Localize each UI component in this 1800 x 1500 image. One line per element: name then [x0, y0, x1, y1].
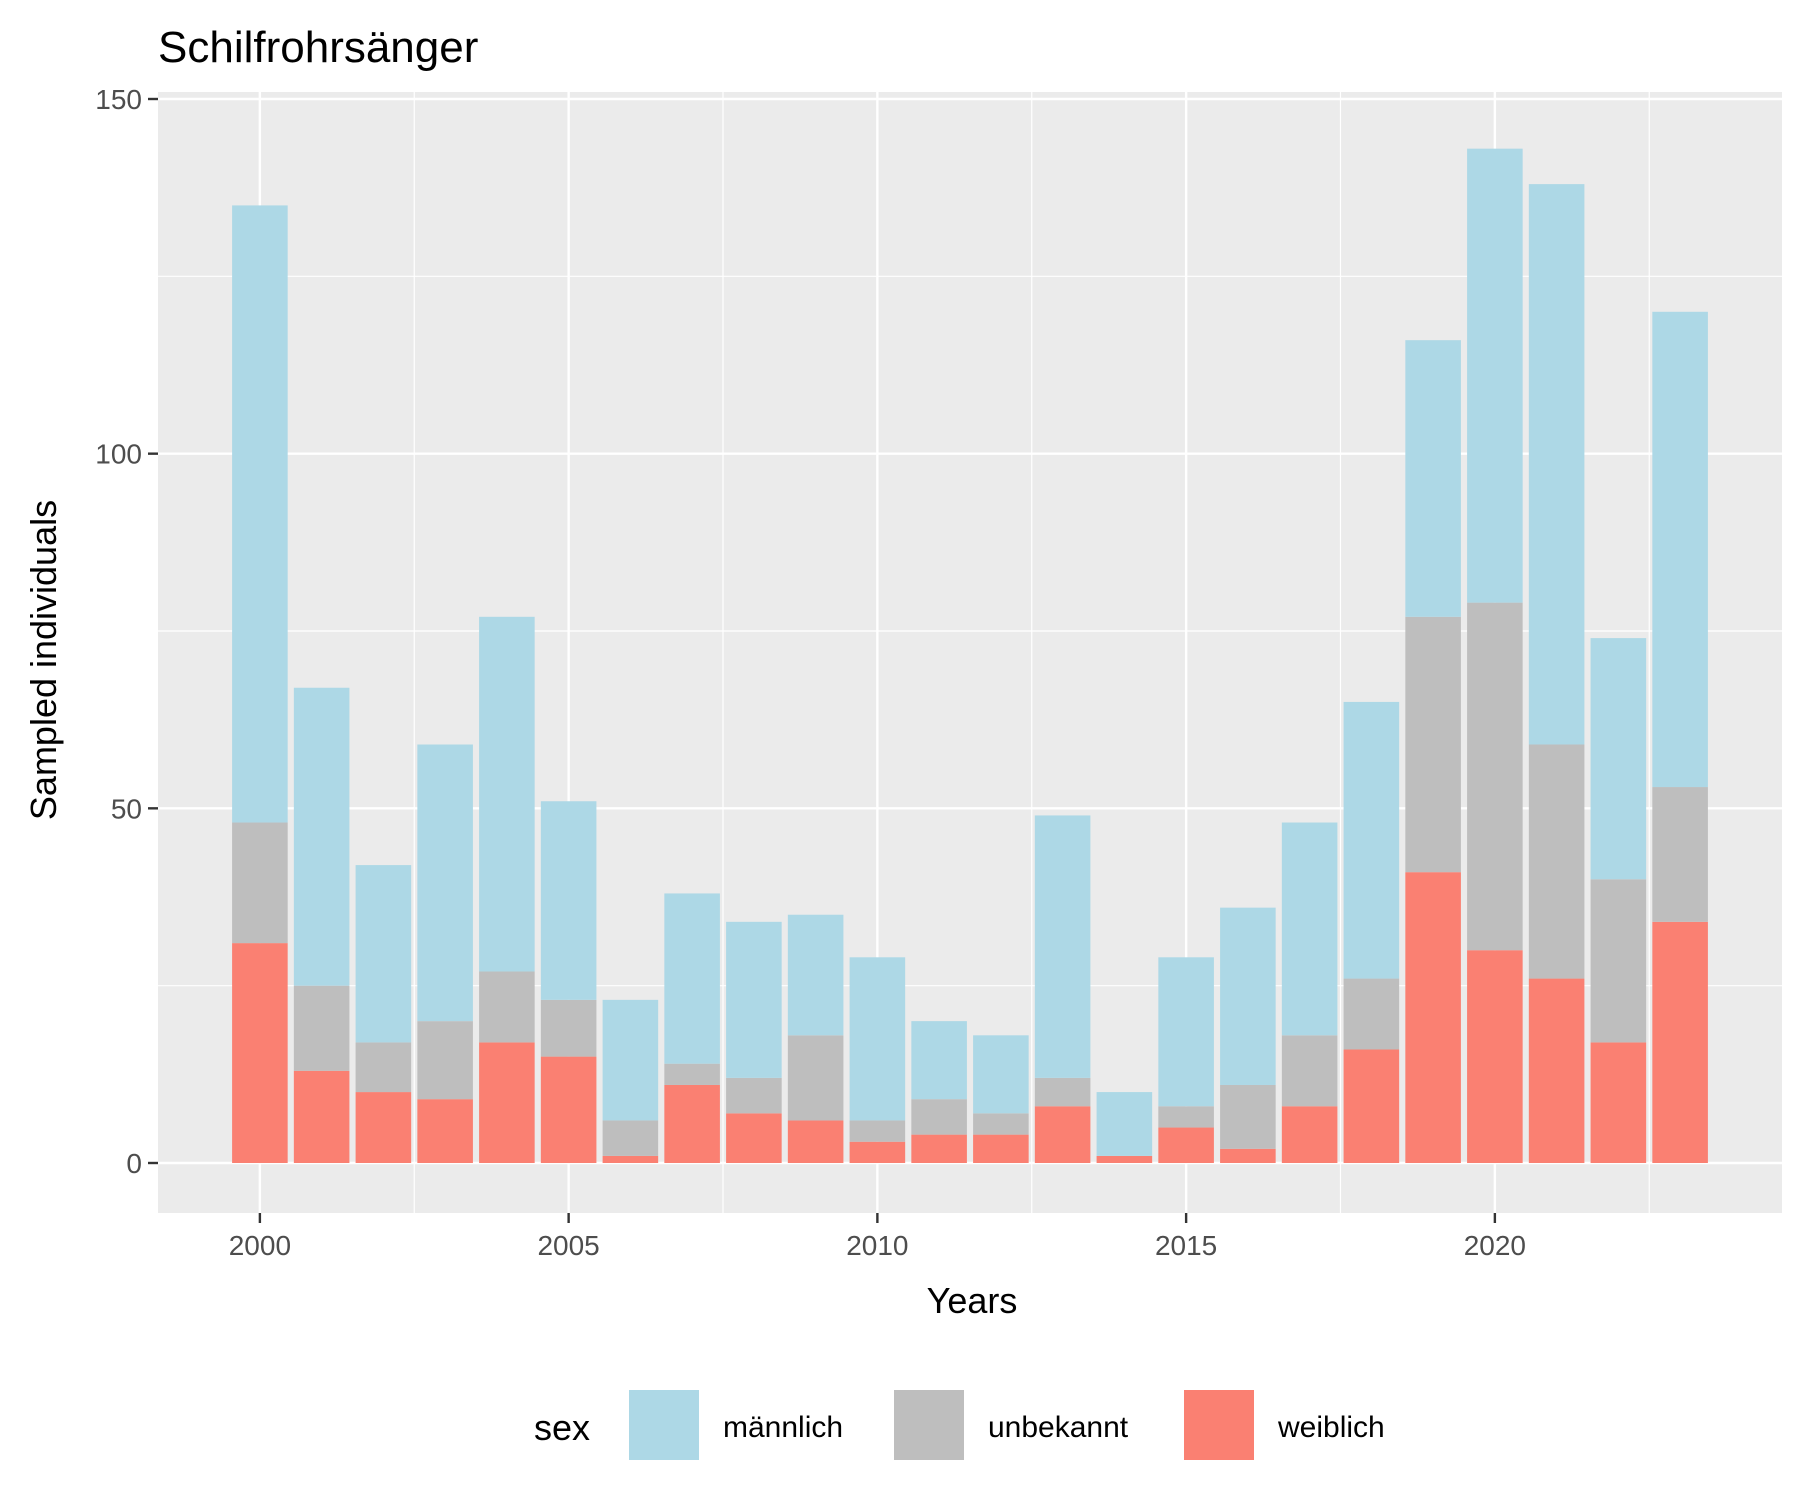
bar-männlich-2007 — [664, 893, 720, 1064]
x-tick-label: 2010 — [846, 1230, 908, 1261]
bar-weiblich-2009 — [787, 1120, 844, 1163]
bar-unbekannt-2017 — [1281, 1035, 1338, 1107]
legend-key-weiblich — [1184, 1390, 1254, 1460]
bar-männlich-2016 — [1220, 907, 1276, 1085]
bar-männlich-2014 — [1096, 1092, 1153, 1156]
bar-weiblich-2011 — [911, 1134, 967, 1163]
bar-weiblich-2000 — [232, 943, 288, 1163]
bar-männlich-2022 — [1590, 638, 1647, 880]
x-axis-title: Years — [927, 1280, 1018, 1321]
bar-männlich-2020 — [1467, 148, 1523, 603]
bar-unbekannt-2020 — [1467, 602, 1523, 951]
bar-unbekannt-2018 — [1343, 978, 1400, 1050]
bar-unbekannt-2019 — [1405, 616, 1461, 873]
bar-unbekannt-2005 — [540, 999, 597, 1057]
legend-label-männlich: männlich — [723, 1411, 843, 1444]
bar-weiblich-2003 — [417, 1099, 473, 1163]
bar-unbekannt-2006 — [602, 1120, 659, 1156]
bar-männlich-2011 — [911, 1021, 967, 1100]
bar-unbekannt-2015 — [1158, 1106, 1214, 1128]
y-tick-label: 100 — [95, 439, 142, 470]
chart-title: Schilfrohrsänger — [158, 23, 478, 72]
bar-weiblich-2014 — [1096, 1155, 1153, 1163]
legend-label-weiblich: weiblich — [1277, 1411, 1385, 1444]
bar-weiblich-2021 — [1528, 978, 1585, 1163]
bar-unbekannt-2004 — [479, 971, 535, 1043]
bar-männlich-2000 — [232, 205, 288, 823]
x-tick-label: 2000 — [229, 1230, 291, 1261]
bar-männlich-2015 — [1158, 957, 1214, 1107]
y-axis: 0 50 100 150 — [95, 84, 158, 1179]
bar-männlich-2008 — [726, 921, 782, 1078]
bar-männlich-2017 — [1281, 822, 1338, 1036]
y-tick-label: 150 — [95, 84, 142, 115]
bar-unbekannt-2002 — [355, 1042, 412, 1093]
bar-unbekannt-2000 — [232, 822, 288, 944]
bar-männlich-2012 — [973, 1035, 1029, 1114]
bar-weiblich-2017 — [1281, 1106, 1338, 1163]
bar-männlich-2004 — [479, 616, 535, 972]
x-tick-label: 2005 — [537, 1230, 599, 1261]
bar-unbekannt-2009 — [787, 1035, 844, 1121]
bar-weiblich-2012 — [973, 1134, 1029, 1163]
bar-unbekannt-2003 — [417, 1021, 473, 1100]
bar-unbekannt-2016 — [1220, 1084, 1276, 1149]
bar-männlich-2009 — [787, 914, 844, 1036]
bar-männlich-2005 — [540, 801, 597, 1000]
bar-männlich-2013 — [1034, 815, 1091, 1078]
bar-weiblich-2010 — [849, 1141, 906, 1163]
bar-weiblich-2005 — [540, 1056, 597, 1163]
bar-männlich-2023 — [1652, 311, 1708, 788]
legend-key-unbekannt — [894, 1390, 964, 1460]
legend-key-männlich — [629, 1390, 699, 1460]
bar-männlich-2003 — [417, 744, 473, 1022]
bar-männlich-2019 — [1405, 340, 1461, 617]
bar-männlich-2006 — [602, 999, 659, 1121]
x-tick-label: 2020 — [1464, 1230, 1526, 1261]
bar-weiblich-2001 — [293, 1070, 350, 1163]
bar-männlich-2001 — [293, 687, 350, 986]
bar-weiblich-2022 — [1590, 1042, 1647, 1163]
y-tick-label: 0 — [126, 1148, 142, 1179]
legend-title: sex — [534, 1407, 590, 1448]
bar-unbekannt-2007 — [664, 1063, 720, 1085]
y-axis-title: Sampled individuals — [23, 500, 64, 820]
bar-unbekannt-2008 — [726, 1077, 782, 1114]
y-tick-label: 50 — [111, 793, 142, 824]
x-tick-label: 2015 — [1155, 1230, 1217, 1261]
bar-weiblich-2018 — [1343, 1049, 1400, 1163]
legend-label-unbekannt: unbekannt — [988, 1411, 1129, 1444]
bar-weiblich-2007 — [664, 1084, 720, 1163]
bar-weiblich-2019 — [1405, 872, 1461, 1163]
x-axis: 2000 2005 2010 2015 2020 — [229, 1213, 1526, 1261]
bar-männlich-2018 — [1343, 701, 1400, 979]
bar-weiblich-2020 — [1467, 950, 1523, 1163]
bar-unbekannt-2023 — [1652, 787, 1708, 922]
legend: sex männlich unbekannt weiblich — [534, 1390, 1385, 1460]
bar-weiblich-2015 — [1158, 1127, 1214, 1163]
bar-männlich-2021 — [1528, 184, 1585, 745]
bar-unbekannt-2011 — [911, 1099, 967, 1135]
bar-weiblich-2013 — [1034, 1106, 1091, 1163]
bar-männlich-2010 — [849, 957, 906, 1121]
bar-weiblich-2016 — [1220, 1148, 1276, 1163]
bar-weiblich-2004 — [479, 1042, 535, 1163]
bar-weiblich-2006 — [602, 1155, 659, 1163]
bar-unbekannt-2012 — [973, 1113, 1029, 1135]
bar-unbekannt-2021 — [1528, 744, 1585, 979]
bar-weiblich-2023 — [1652, 921, 1708, 1163]
bar-unbekannt-2022 — [1590, 879, 1647, 1043]
bar-unbekannt-2001 — [293, 985, 350, 1071]
bar-unbekannt-2010 — [849, 1120, 906, 1142]
bars — [232, 148, 1708, 1163]
bar-unbekannt-2013 — [1034, 1077, 1091, 1107]
bar-weiblich-2008 — [726, 1113, 782, 1163]
bar-männlich-2002 — [355, 865, 412, 1043]
bar-weiblich-2002 — [355, 1092, 412, 1163]
